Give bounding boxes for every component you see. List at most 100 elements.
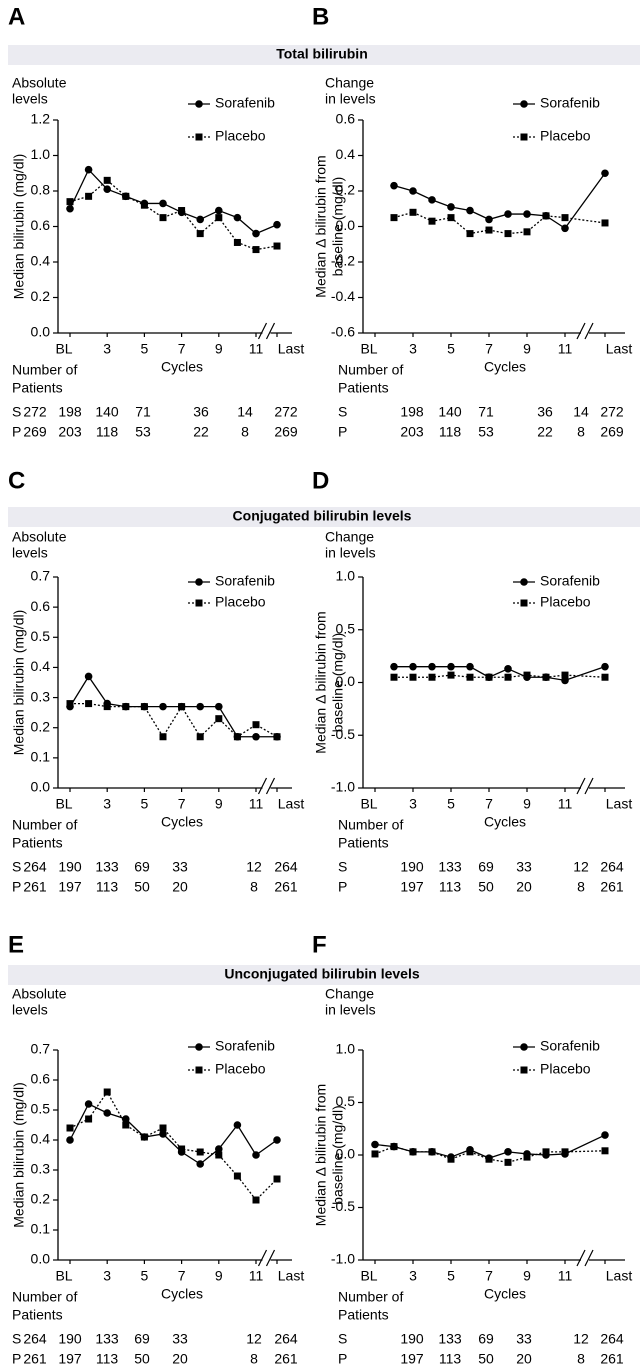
data-point [561, 224, 569, 233]
patients-row-label: P [12, 879, 21, 895]
data-point [504, 210, 512, 218]
axis-break [584, 1249, 594, 1267]
data-point [428, 662, 436, 671]
data-point [561, 214, 569, 222]
corner-label: in levels [325, 1002, 376, 1018]
patients-count: 20 [172, 879, 188, 895]
data-point [159, 733, 167, 741]
data-point [122, 192, 130, 200]
patients-count: 36 [537, 404, 553, 420]
data-point [466, 1148, 474, 1156]
series-line [70, 702, 278, 738]
data-point [273, 733, 281, 741]
series-line [69, 1103, 278, 1165]
data-point [103, 176, 111, 184]
data-point [601, 673, 609, 681]
data-point [409, 187, 417, 195]
x-tick-label: Last [606, 1268, 633, 1284]
patients-count: 113 [96, 879, 119, 895]
y-tick-label: 0.1 [31, 1221, 51, 1237]
y-tick-label: 0.0 [336, 217, 356, 233]
patients-count: 50 [134, 1351, 150, 1367]
data-point [542, 1148, 550, 1156]
axis-break [584, 322, 594, 340]
y-axis-title: Median Δ bilirubin from [313, 155, 329, 297]
x-tick-label: 5 [141, 341, 149, 357]
data-point [273, 242, 281, 250]
patients-count: 197 [400, 1351, 424, 1367]
x-tick-label: 7 [178, 341, 186, 357]
y-tick-label: 0.6 [336, 111, 356, 127]
data-point [178, 207, 186, 215]
y-tick-label: 0.4 [31, 1131, 51, 1147]
patients-row-label: P [12, 424, 21, 440]
patients-count: 22 [537, 424, 553, 440]
patients-count: 269 [600, 424, 624, 440]
data-point [542, 673, 550, 681]
data-point [103, 185, 111, 194]
data-point [601, 169, 609, 178]
data-point [273, 220, 281, 229]
corner-label: Change [325, 529, 374, 545]
x-tick-label: 7 [178, 1268, 186, 1284]
patients-count: 69 [134, 1331, 150, 1347]
data-point [122, 1115, 130, 1123]
patients-count: 20 [516, 879, 532, 895]
data-point [66, 700, 74, 708]
x-tick-label: BL [55, 796, 72, 812]
patients-count: 118 [439, 424, 462, 440]
data-point [196, 702, 204, 711]
data-point [84, 672, 93, 681]
legend-label: Placebo [215, 128, 266, 144]
corner-label: in levels [325, 545, 376, 561]
patients-title: Number of [338, 817, 403, 833]
patients-count: 197 [58, 879, 82, 895]
y-axis-title: baseline (mg/dl) [330, 633, 346, 733]
legend-marker [195, 100, 203, 108]
data-point [196, 733, 204, 741]
patients-row-label: P [338, 1351, 347, 1367]
section-band [8, 45, 640, 65]
data-point [523, 228, 531, 236]
data-point [485, 226, 493, 234]
series-line [69, 675, 277, 738]
legend-marker [195, 1066, 203, 1074]
data-point [523, 210, 531, 218]
patients-count: 12 [246, 859, 262, 875]
x-tick-label: 11 [558, 1268, 573, 1284]
legend-label: Placebo [215, 1061, 266, 1077]
x-tick-label: 3 [409, 341, 417, 357]
panel-letter: D [312, 467, 329, 494]
x-tick-label: 3 [103, 1268, 111, 1284]
y-tick-label: 0.7 [31, 568, 51, 584]
patients-count: 269 [23, 424, 47, 440]
patients-count: 8 [577, 424, 585, 440]
legend-label: Sorafenib [540, 573, 600, 589]
x-axis-title: Cycles [161, 359, 203, 375]
y-axis-title: Median bilirubin (mg/dl) [11, 1082, 27, 1228]
patients-count: 197 [58, 1351, 82, 1367]
data-point [215, 1151, 223, 1159]
legend-marker [195, 1043, 203, 1051]
patients-count: 36 [193, 404, 209, 420]
data-point [466, 230, 474, 238]
legend-label: Placebo [215, 594, 266, 610]
patients-count: 264 [600, 859, 624, 875]
data-point [159, 214, 167, 222]
series-line [393, 211, 606, 235]
data-point [409, 208, 417, 216]
y-tick-label: -1.0 [331, 1251, 355, 1267]
data-point [159, 702, 167, 711]
data-point [523, 1153, 531, 1161]
data-point [215, 206, 223, 215]
patients-count: 261 [274, 1351, 298, 1367]
patients-count: 33 [516, 859, 532, 875]
x-tick-label: 11 [249, 1268, 264, 1284]
y-tick-label: 0.0 [31, 779, 51, 795]
data-point [196, 230, 204, 238]
legend-label: Sorafenib [540, 1038, 600, 1054]
patients-count: 69 [134, 859, 150, 875]
data-point [252, 1196, 260, 1204]
patients-count: 8 [250, 1351, 258, 1367]
patients-count: 12 [573, 859, 589, 875]
